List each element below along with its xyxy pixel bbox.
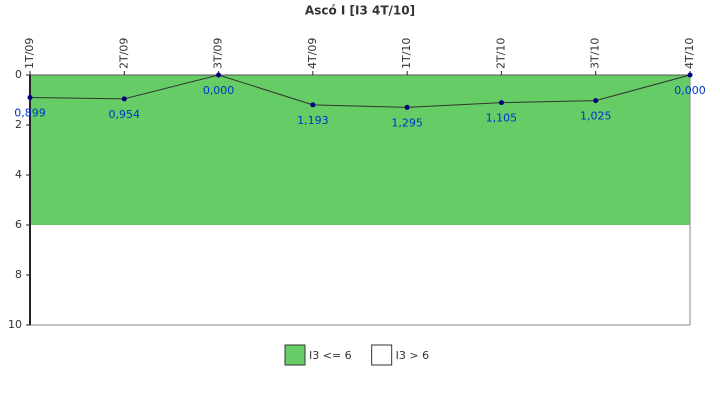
point <box>498 100 504 106</box>
value-label: 0,899 <box>14 106 46 119</box>
y-tick-label: 10 <box>8 318 22 331</box>
band <box>30 75 690 225</box>
point <box>310 102 316 108</box>
chart-title: Ascó I [I3 4T/10] <box>305 4 415 18</box>
x-tick-label: 1T/09 <box>23 38 36 69</box>
value-label: 0,954 <box>109 108 141 121</box>
point <box>687 72 693 78</box>
y-tick-label: 6 <box>15 218 22 231</box>
legend-swatch <box>371 344 393 366</box>
x-tick-label: 3T/10 <box>589 38 602 69</box>
point <box>27 94 33 100</box>
x-tick-label: 4T/10 <box>683 38 696 69</box>
value-label: 0,000 <box>674 84 706 97</box>
y-tick-label: 4 <box>15 168 22 181</box>
value-label: 1,025 <box>580 110 612 123</box>
point <box>216 72 222 78</box>
value-label: 0,000 <box>203 84 235 97</box>
x-tick-label: 2T/09 <box>117 38 130 69</box>
band <box>30 225 690 325</box>
x-tick-label: 2T/10 <box>494 38 507 69</box>
x-tick-label: 4T/09 <box>306 38 319 69</box>
legend-swatch <box>284 344 306 366</box>
value-label: 1,105 <box>486 112 518 125</box>
point <box>121 96 127 102</box>
line <box>29 74 691 108</box>
legend-label: I3 > 6 <box>396 349 429 362</box>
legend-label: I3 <= 6 <box>309 349 352 362</box>
point <box>593 98 599 104</box>
value-label: 1,295 <box>391 116 423 129</box>
value-label: 1,193 <box>297 114 329 127</box>
point <box>404 104 410 110</box>
y-tick-label: 8 <box>15 268 22 281</box>
x-tick-label: 1T/10 <box>400 38 413 69</box>
x-tick-label: 3T/09 <box>212 38 225 69</box>
y-tick-label: 0 <box>15 68 22 81</box>
y-tick-label: 2 <box>15 118 22 131</box>
